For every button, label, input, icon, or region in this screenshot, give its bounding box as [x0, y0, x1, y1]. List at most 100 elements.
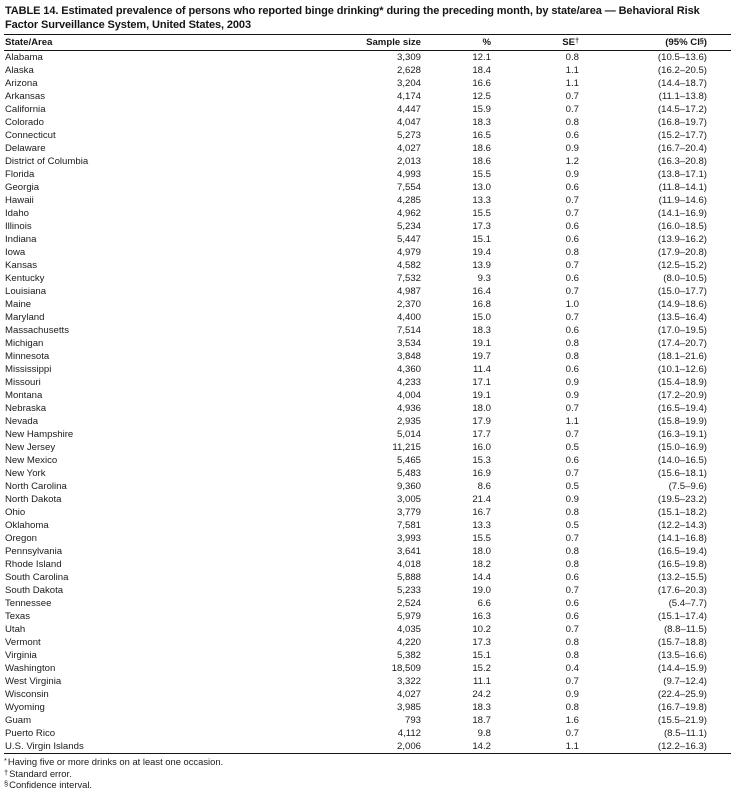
cell-percent: 15.5 — [472, 208, 491, 219]
cell-state-area: Puerto Rico — [5, 728, 56, 739]
table-title: TABLE 14. Estimated prevalence of person… — [5, 5, 700, 31]
cell-state-area: District of Columbia — [5, 156, 89, 167]
cell-se: 0.5 — [565, 442, 579, 453]
table-row: Maine 2,370 16.8 1.0 (14.9–18.6) — [0, 298, 735, 311]
cell-sample-size: 3,005 — [396, 494, 421, 505]
cell-se: 0.6 — [565, 364, 579, 375]
cell-ci: (15.2–17.7) — [657, 130, 707, 141]
cell-percent: 18.0 — [472, 546, 491, 557]
cell-se: 0.7 — [565, 468, 579, 479]
cell-state-area: Nevada — [5, 416, 39, 427]
section-marker: § — [699, 38, 704, 45]
cell-ci: (14.4–18.7) — [657, 78, 707, 89]
cell-ci: (16.0–18.5) — [657, 221, 707, 232]
cell-percent: 16.3 — [472, 611, 491, 622]
table-row: Wisconsin 4,027 24.2 0.9 (22.4–25.9) — [0, 688, 735, 701]
cell-percent: 19.4 — [472, 247, 491, 258]
cell-ci: (13.8–17.1) — [657, 169, 707, 180]
cell-sample-size: 4,027 — [396, 689, 421, 700]
cell-sample-size: 18,509 — [391, 663, 421, 674]
cell-se: 0.7 — [565, 260, 579, 271]
cell-percent: 16.6 — [472, 78, 491, 89]
cell-ci: (16.5–19.4) — [657, 403, 707, 414]
table-row: North Carolina 9,360 8.6 0.5 (7.5–9.6) — [0, 480, 735, 493]
cell-sample-size: 4,004 — [396, 390, 421, 401]
cell-se: 0.9 — [565, 390, 579, 401]
cell-ci: (19.5–23.2) — [657, 494, 707, 505]
cell-state-area: U.S. Virgin Islands — [5, 741, 84, 752]
cell-ci: (14.4–15.9) — [657, 663, 707, 674]
cell-state-area: Georgia — [5, 182, 40, 193]
cell-sample-size: 2,006 — [396, 741, 421, 752]
footnote-text: Having five or more drinks on at least o… — [7, 756, 224, 767]
cell-ci: (12.2–14.3) — [657, 520, 707, 531]
table-row: Arkansas 4,174 12.5 0.7 (11.1–13.8) — [0, 90, 735, 103]
cell-se: 0.6 — [565, 598, 579, 609]
cell-percent: 15.2 — [472, 663, 491, 674]
cell-ci: (14.5–17.2) — [657, 104, 707, 115]
cell-percent: 16.0 — [472, 442, 491, 453]
footnote-binge-definition: *Having five or more drinks on at least … — [4, 756, 730, 768]
cell-state-area: Arizona — [5, 78, 38, 89]
cell-sample-size: 4,400 — [396, 312, 421, 323]
cell-se: 0.8 — [565, 637, 579, 648]
cell-sample-size: 4,174 — [396, 91, 421, 102]
cell-ci: (16.7–20.4) — [657, 143, 707, 154]
cell-percent: 17.9 — [472, 416, 491, 427]
table-row: Texas 5,979 16.3 0.6 (15.1–17.4) — [0, 610, 735, 623]
cell-se: 0.8 — [565, 507, 579, 518]
table-row: Michigan 3,534 19.1 0.8 (17.4–20.7) — [0, 337, 735, 350]
cell-percent: 18.6 — [472, 156, 491, 167]
cell-sample-size: 5,233 — [396, 585, 421, 596]
cell-state-area: New Hampshire — [5, 429, 74, 440]
table-row: District of Columbia 2,013 18.6 1.2 (16.… — [0, 155, 735, 168]
cell-percent: 15.5 — [472, 169, 491, 180]
cell-se: 0.9 — [565, 143, 579, 154]
cell-ci: (14.1–16.9) — [657, 208, 707, 219]
cell-se: 0.6 — [565, 182, 579, 193]
cell-sample-size: 2,013 — [396, 156, 421, 167]
cell-ci: (14.1–16.8) — [657, 533, 707, 544]
cell-se: 0.6 — [565, 130, 579, 141]
table-row: Rhode Island 4,018 18.2 0.8 (16.5–19.8) — [0, 558, 735, 571]
cell-percent: 15.1 — [472, 234, 491, 245]
cell-state-area: California — [5, 104, 46, 115]
cell-state-area: Ohio — [5, 507, 26, 518]
cell-percent: 15.9 — [472, 104, 491, 115]
cell-percent: 15.3 — [472, 455, 491, 466]
cell-percent: 9.3 — [477, 273, 491, 284]
table-row: Mississippi 4,360 11.4 0.6 (10.1–12.6) — [0, 363, 735, 376]
table-row: Puerto Rico 4,112 9.8 0.7 (8.5–11.1) — [0, 727, 735, 740]
table-row: Louisiana 4,987 16.4 0.7 (15.0–17.7) — [0, 285, 735, 298]
cell-percent: 19.1 — [472, 390, 491, 401]
cell-se: 0.6 — [565, 234, 579, 245]
cell-state-area: Washington — [5, 663, 56, 674]
cell-ci: (16.2–20.5) — [657, 65, 707, 76]
cell-sample-size: 3,779 — [396, 507, 421, 518]
cell-ci: (17.4–20.7) — [657, 338, 707, 349]
cell-ci: (15.1–18.2) — [657, 507, 707, 518]
table-row: Utah 4,035 10.2 0.7 (8.8–11.5) — [0, 623, 735, 636]
cell-state-area: Wyoming — [5, 702, 45, 713]
cell-se: 1.1 — [565, 78, 579, 89]
table-row: Nevada 2,935 17.9 1.1 (15.8–19.9) — [0, 415, 735, 428]
cell-percent: 8.6 — [477, 481, 491, 492]
dagger-marker: † — [575, 38, 579, 45]
footnotes: *Having five or more drinks on at least … — [0, 754, 735, 791]
cell-se: 0.6 — [565, 455, 579, 466]
table-row: Arizona 3,204 16.6 1.1 (14.4–18.7) — [0, 77, 735, 90]
cell-percent: 10.2 — [472, 624, 491, 635]
cell-sample-size: 4,047 — [396, 117, 421, 128]
cell-state-area: Nebraska — [5, 403, 47, 414]
cell-ci: (17.0–19.5) — [657, 325, 707, 336]
ci-label-open: (95% CI — [665, 37, 700, 48]
cell-se: 0.7 — [565, 403, 579, 414]
cell-sample-size: 3,309 — [396, 52, 421, 63]
cell-se: 0.5 — [565, 520, 579, 531]
table-row: Colorado 4,047 18.3 0.8 (16.8–19.7) — [0, 116, 735, 129]
cell-se: 0.7 — [565, 104, 579, 115]
table-row: Ohio 3,779 16.7 0.8 (15.1–18.2) — [0, 506, 735, 519]
cell-se: 0.8 — [565, 650, 579, 661]
table-row: New Hampshire 5,014 17.7 0.7 (16.3–19.1) — [0, 428, 735, 441]
cell-state-area: Maryland — [5, 312, 45, 323]
